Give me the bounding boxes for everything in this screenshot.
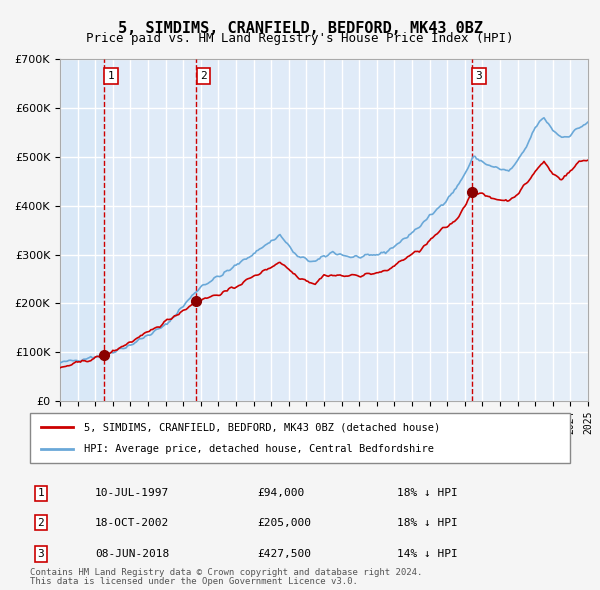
Text: 18% ↓ HPI: 18% ↓ HPI	[397, 489, 458, 499]
Text: £94,000: £94,000	[257, 489, 304, 499]
FancyBboxPatch shape	[30, 413, 570, 463]
Text: 5, SIMDIMS, CRANFIELD, BEDFORD, MK43 0BZ: 5, SIMDIMS, CRANFIELD, BEDFORD, MK43 0BZ	[118, 21, 482, 35]
Text: 14% ↓ HPI: 14% ↓ HPI	[397, 549, 458, 559]
Text: Contains HM Land Registry data © Crown copyright and database right 2024.: Contains HM Land Registry data © Crown c…	[30, 568, 422, 577]
Text: HPI: Average price, detached house, Central Bedfordshire: HPI: Average price, detached house, Cent…	[84, 444, 434, 454]
Text: 18% ↓ HPI: 18% ↓ HPI	[397, 517, 458, 527]
Bar	[472, 59, 588, 401]
Text: 18-OCT-2002: 18-OCT-2002	[95, 517, 169, 527]
Text: 1: 1	[37, 489, 44, 499]
Text: 3: 3	[37, 549, 44, 559]
Text: Price paid vs. HM Land Registry's House Price Index (HPI): Price paid vs. HM Land Registry's House …	[86, 32, 514, 45]
Bar	[104, 59, 196, 401]
Text: 2: 2	[37, 517, 44, 527]
Text: 5, SIMDIMS, CRANFIELD, BEDFORD, MK43 0BZ (detached house): 5, SIMDIMS, CRANFIELD, BEDFORD, MK43 0BZ…	[84, 422, 440, 432]
Text: 2: 2	[200, 71, 206, 81]
Text: 10-JUL-1997: 10-JUL-1997	[95, 489, 169, 499]
Text: This data is licensed under the Open Government Licence v3.0.: This data is licensed under the Open Gov…	[30, 577, 358, 586]
Text: £427,500: £427,500	[257, 549, 311, 559]
Text: £205,000: £205,000	[257, 517, 311, 527]
Bar	[60, 59, 104, 401]
Bar	[196, 59, 472, 401]
Text: 3: 3	[476, 71, 482, 81]
Text: 1: 1	[107, 71, 114, 81]
Text: 08-JUN-2018: 08-JUN-2018	[95, 549, 169, 559]
